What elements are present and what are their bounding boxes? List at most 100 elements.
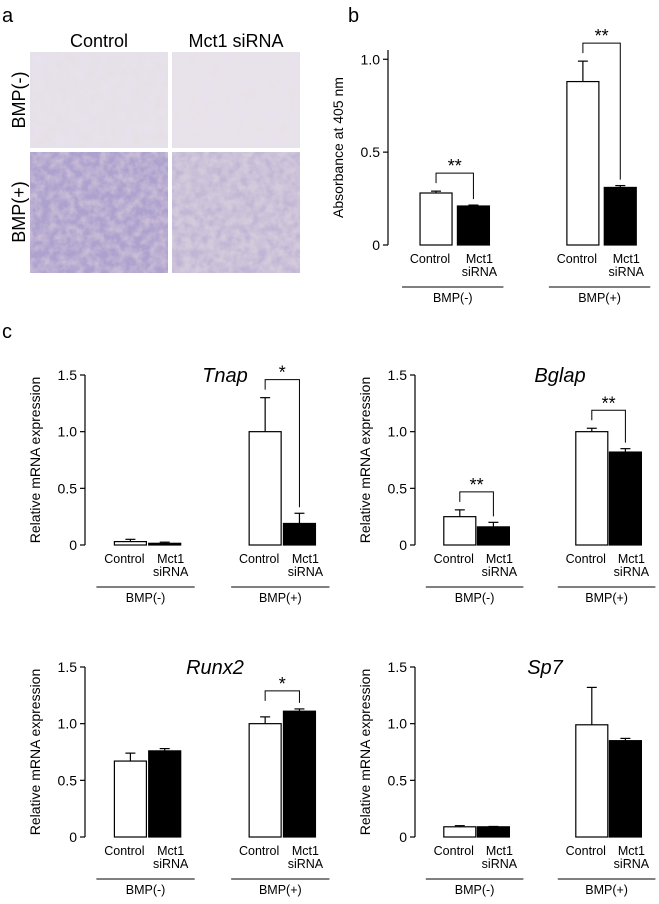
group-label: BMP(+) [585,883,628,897]
significance-label: * [279,363,286,383]
y-tick-label: 1.5 [388,367,408,383]
significance-label: ** [448,156,462,176]
significance-bracket [264,379,300,508]
y-axis-label: Relative mRNA expression [27,669,43,836]
panel-label: b [348,5,359,27]
bar [456,205,491,246]
significance-label: ** [602,393,616,413]
y-tick-label: 0.5 [388,772,408,788]
y-axis-label: Relative mRNA expression [357,669,373,836]
bar [443,516,477,546]
x-label: Mct1 siRNA [613,553,650,579]
y-tick-label: 0.5 [58,772,78,788]
row-label: BMP(+) [9,181,29,243]
micrograph-stain [30,52,168,148]
y-axis-label: Relative mRNA expression [27,377,43,544]
y-tick-label: 0 [372,237,380,253]
x-label-box: Mct1 siRNA [481,845,518,871]
group-label: BMP(-) [126,591,166,605]
y-tick-label: 1.5 [58,659,78,675]
y-tick-label: 0.5 [361,144,381,160]
x-label: Control [565,553,606,566]
y-axis-label: Absorbance at 405 nm [330,77,346,218]
chart-title: Tnap [202,365,248,387]
y-tick-label: 0 [399,537,407,553]
bar [148,750,182,838]
bar [566,80,600,246]
bar [443,826,477,838]
y-axis-label: Relative mRNA expression [357,377,373,544]
significance-label: ** [470,475,484,495]
x-label: Mct1 siRNA [481,845,518,871]
x-label-box: Control [238,845,280,858]
y-tick-label: 1.0 [388,716,408,732]
group-label: BMP(+) [259,883,302,897]
y-tick-label: 1.0 [361,51,381,67]
x-label: Control [238,845,280,858]
x-label-box: Control [433,553,474,566]
x-label-box: Mct1 siRNA [481,553,518,579]
bar [148,542,182,546]
bar [608,451,643,546]
row-label: BMP(-) [9,72,29,129]
y-tick-label: 1.0 [388,424,408,440]
x-label-box: Control [104,845,145,858]
significance-bracket [264,690,300,703]
x-label: Control [104,553,145,566]
x-label-box: Control [104,553,145,566]
micrograph-stain [172,52,300,148]
micrograph-stain [172,152,300,273]
x-label-box: Mct1 siRNA [613,553,650,579]
x-label-box: Mct1 siRNA [153,553,188,579]
y-tick-label: 0.5 [388,480,408,496]
bar [575,431,609,546]
significance-label: * [279,674,286,694]
x-label-box: Control [566,845,606,858]
x-label: Mct1 siRNA [287,553,324,579]
x-label-box: Mct1 siRNA [614,845,649,871]
x-label: Mct1 siRNA [481,553,518,579]
bar [476,526,510,546]
group-label: BMP(+) [259,591,302,605]
group-label: BMP(-) [455,883,495,897]
significance-label: ** [595,26,609,46]
x-label: Control [433,553,474,566]
y-tick-label: 0 [69,829,77,845]
significance-bracket [459,491,494,517]
x-label: Mct1 siRNA [461,253,498,279]
bar [248,723,282,838]
x-label: Mct1 siRNA [287,845,324,871]
y-tick-label: 1.5 [58,367,78,383]
y-tick-label: 1.0 [58,716,78,732]
bar [113,760,148,838]
x-label: Mct1 siRNA [152,845,189,871]
micrograph-stain [30,152,168,273]
group-label: BMP(-) [433,291,473,305]
bar [419,192,453,246]
x-label: Control [238,553,280,566]
x-label-box: Control [565,553,606,566]
x-label: Control [104,845,145,858]
significance-bracket [582,42,621,180]
bar [282,710,317,838]
chart-title: Sp7 [527,657,563,679]
x-label: Control [556,253,598,266]
micrographs [30,52,300,273]
bar [282,522,317,546]
x-label-box: Mct1 siRNA [287,845,324,871]
significance-bracket [435,172,474,200]
x-label-box: Mct1 siRNA [152,845,189,871]
bar [113,540,148,546]
chart-title: Bglap [534,365,585,387]
x-label-box: Control [238,553,280,566]
panel-label: c [2,321,12,343]
group-label: BMP(-) [455,591,495,605]
x-label: Mct1 siRNA [608,253,644,279]
y-tick-label: 1.0 [58,424,78,440]
column-label: Mct1 siRNA [188,31,283,51]
x-label-box: Mct1 siRNA [608,253,644,279]
group-label: BMP(+) [578,291,621,305]
bar [603,186,637,246]
y-tick-label: 1.5 [388,659,408,675]
